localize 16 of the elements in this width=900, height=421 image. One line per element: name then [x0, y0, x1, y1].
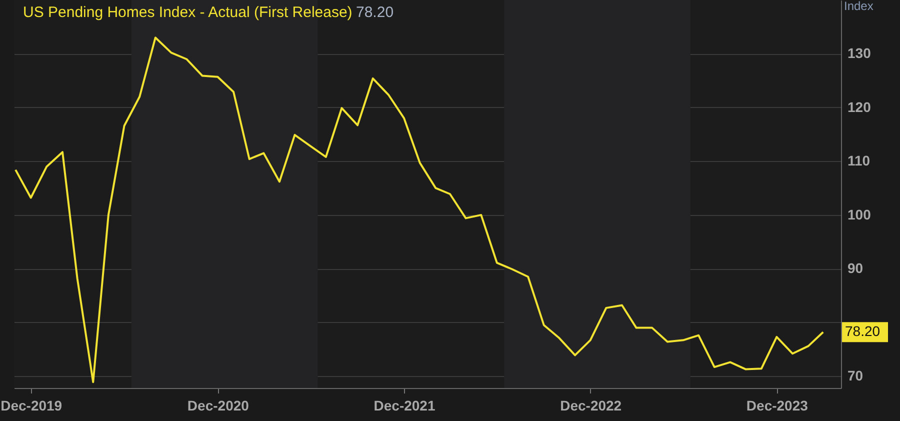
- y-tick-label: 70: [848, 368, 864, 384]
- y-tick-label: 100: [848, 206, 872, 222]
- annotation: 78.20: [356, 4, 394, 21]
- data-label: 78.20: [845, 323, 880, 340]
- y-tick-label: 110: [848, 152, 870, 169]
- x-tick-label: Dec-2020: [187, 398, 250, 414]
- y-tick-label: 120: [848, 98, 872, 115]
- x-tick-label: Dec-2022: [560, 398, 622, 414]
- y-tick-label: 90: [848, 260, 864, 276]
- x-tick-label: Dec-2023: [746, 398, 808, 414]
- x-tick-label: Dec-2021: [374, 398, 436, 414]
- text: US Pending Homes Index - Actual (First Release): [23, 4, 352, 21]
- line-series: [14, 36, 824, 384]
- y-axis-title: Index: [844, 0, 874, 13]
- x-tick-label: Dec-2019: [0, 398, 62, 414]
- y-tick-label: 130: [848, 45, 872, 62]
